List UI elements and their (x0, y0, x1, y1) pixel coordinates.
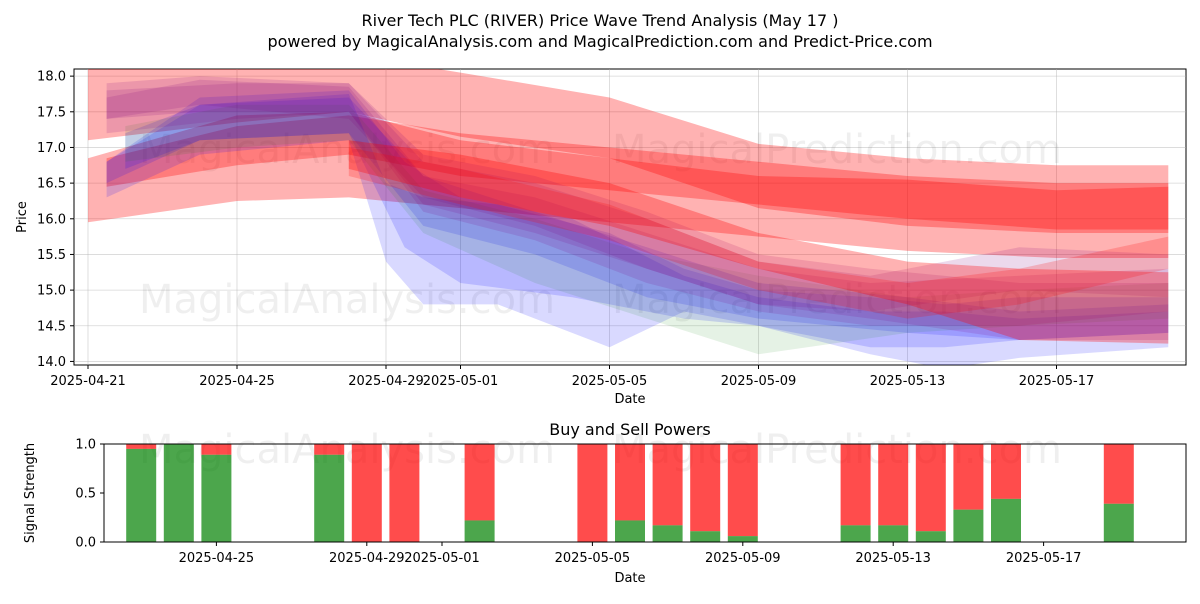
wave-band-1 (88, 111, 1169, 258)
sell-power-bar (126, 444, 157, 449)
wave-band-4 (106, 90, 1169, 348)
watermark-text: MagicalPrediction.com (612, 127, 1062, 173)
x-tick-label: 2025-05-09 (721, 374, 797, 389)
x-tick-label: 2025-05-01 (423, 374, 499, 389)
buy-power-bar (314, 454, 345, 542)
y-tick-label: 14.0 (37, 355, 66, 370)
signal-power-panel: Buy and Sell Powers MagicalAnalysis.com … (23, 420, 1187, 586)
signal-y-ticks: 0.0 0.5 1.0 (75, 438, 104, 551)
x-tick-label: 2025-05-05 (555, 551, 631, 566)
watermark-text: MagicalPrediction.com (612, 427, 1062, 473)
sell-power-bar (878, 444, 909, 526)
y-tick-label: 16.0 (37, 212, 66, 227)
sell-power-bar (690, 444, 721, 532)
price-watermarks: MagicalAnalysis.com MagicalPrediction.co… (139, 127, 1062, 323)
signal-x-ticks: 2025-04-25 2025-04-29 2025-05-01 2025-05-05… (179, 542, 1082, 566)
buy-power-bar (727, 536, 758, 542)
x-tick-label: 2025-05-09 (705, 551, 781, 566)
buy-power-bar (840, 525, 871, 542)
wave-band-3 (106, 94, 1169, 365)
sell-power-bar (1103, 444, 1134, 504)
buy-power-bar (464, 520, 495, 542)
buy-power-bar (953, 509, 984, 542)
y-tick-label: 17.5 (37, 105, 66, 120)
y-tick-label: 14.5 (37, 319, 66, 334)
buy-power-bar (690, 531, 721, 542)
sell-power-bar (915, 444, 946, 532)
sell-power-bar (840, 444, 871, 526)
buy-power-bar (652, 525, 683, 542)
price-wave-panel: MagicalAnalysis.com MagicalPrediction.co… (15, 68, 1187, 407)
price-wave-bands (88, 69, 1169, 365)
buy-power-bar (201, 454, 232, 542)
price-y-ticks: 14.0 14.5 15.0 15.5 16.0 16.5 17.0 17.5 18.0 (37, 70, 74, 370)
x-tick-label: 2025-05-17 (1019, 374, 1095, 389)
y-tick-label: 18.0 (37, 70, 66, 85)
price-plot-frame (73, 68, 1187, 366)
wave-band-0 (88, 69, 1169, 233)
sell-power-bar (953, 444, 984, 510)
wave-band-6 (125, 104, 1169, 355)
x-tick-label: 2025-04-29 (348, 374, 424, 389)
buy-power-bar (878, 525, 909, 542)
wave-band-2 (106, 115, 1169, 230)
wave-band-10 (348, 140, 1169, 344)
wave-band-11 (348, 147, 1169, 319)
wave-band-7 (106, 76, 1169, 312)
y-tick-label: 17.0 (37, 141, 66, 156)
sell-power-bar (652, 444, 683, 526)
buy-power-bar (615, 520, 645, 542)
sell-power-bar (201, 444, 232, 455)
sell-power-bar (727, 444, 758, 537)
signal-bars (126, 444, 1134, 542)
watermark-text: MagicalAnalysis.com (139, 127, 555, 173)
signal-y-axis-label: Signal Strength (23, 443, 38, 543)
wave-band-8 (106, 79, 1169, 326)
watermark-text: MagicalPrediction.com (612, 277, 1062, 323)
sell-power-bar (389, 444, 420, 542)
buy-power-bar (991, 498, 1021, 542)
buy-power-bar (126, 448, 157, 542)
x-tick-label: 2025-05-13 (855, 551, 931, 566)
y-tick-label: 15.5 (37, 248, 66, 263)
price-x-ticks: 2025-04-21 2025-04-25 2025-04-292025-05-01… (50, 365, 1094, 389)
y-tick-label: 0.0 (75, 536, 96, 551)
sell-power-bar (464, 444, 495, 521)
sell-power-bar (314, 444, 345, 455)
price-y-axis-label: Price (15, 201, 30, 233)
y-tick-label: 16.5 (37, 177, 66, 192)
y-tick-label: 15.0 (37, 284, 66, 299)
chart-title-line1: River Tech PLC (RIVER) Price Wave Trend … (362, 11, 839, 30)
x-tick-label: 2025-05-13 (870, 374, 946, 389)
x-tick-label: 2025-04-21 (50, 374, 126, 389)
price-x-axis-label: Date (614, 392, 645, 407)
x-tick-label: 2025-04-25 (179, 551, 255, 566)
watermark-text: MagicalAnalysis.com (139, 277, 555, 323)
y-tick-label: 0.5 (75, 487, 96, 502)
y-tick-label: 1.0 (75, 438, 96, 453)
signal-chart-title: Buy and Sell Powers (549, 420, 711, 439)
sell-power-bar (577, 444, 608, 542)
buy-power-bar (163, 444, 194, 542)
x-tick-label: 2025-05-01 (404, 551, 480, 566)
x-tick-label: 2025-04-25 (199, 374, 275, 389)
price-gridlines (74, 69, 1186, 365)
wave-band-5 (125, 97, 1169, 340)
sell-power-bar (615, 444, 645, 521)
x-tick-label: 2025-05-17 (1006, 551, 1082, 566)
buy-power-bar (915, 531, 946, 542)
sell-power-bar (991, 444, 1021, 499)
wave-band-9 (106, 83, 1169, 341)
buy-power-bar (1103, 503, 1134, 542)
sell-power-bar (351, 444, 382, 542)
signal-x-axis-label: Date (614, 571, 645, 586)
chart-title-line2: powered by MagicalAnalysis.com and Magic… (267, 32, 932, 51)
x-tick-label: 2025-05-05 (572, 374, 648, 389)
x-tick-label: 2025-04-29 (329, 551, 405, 566)
